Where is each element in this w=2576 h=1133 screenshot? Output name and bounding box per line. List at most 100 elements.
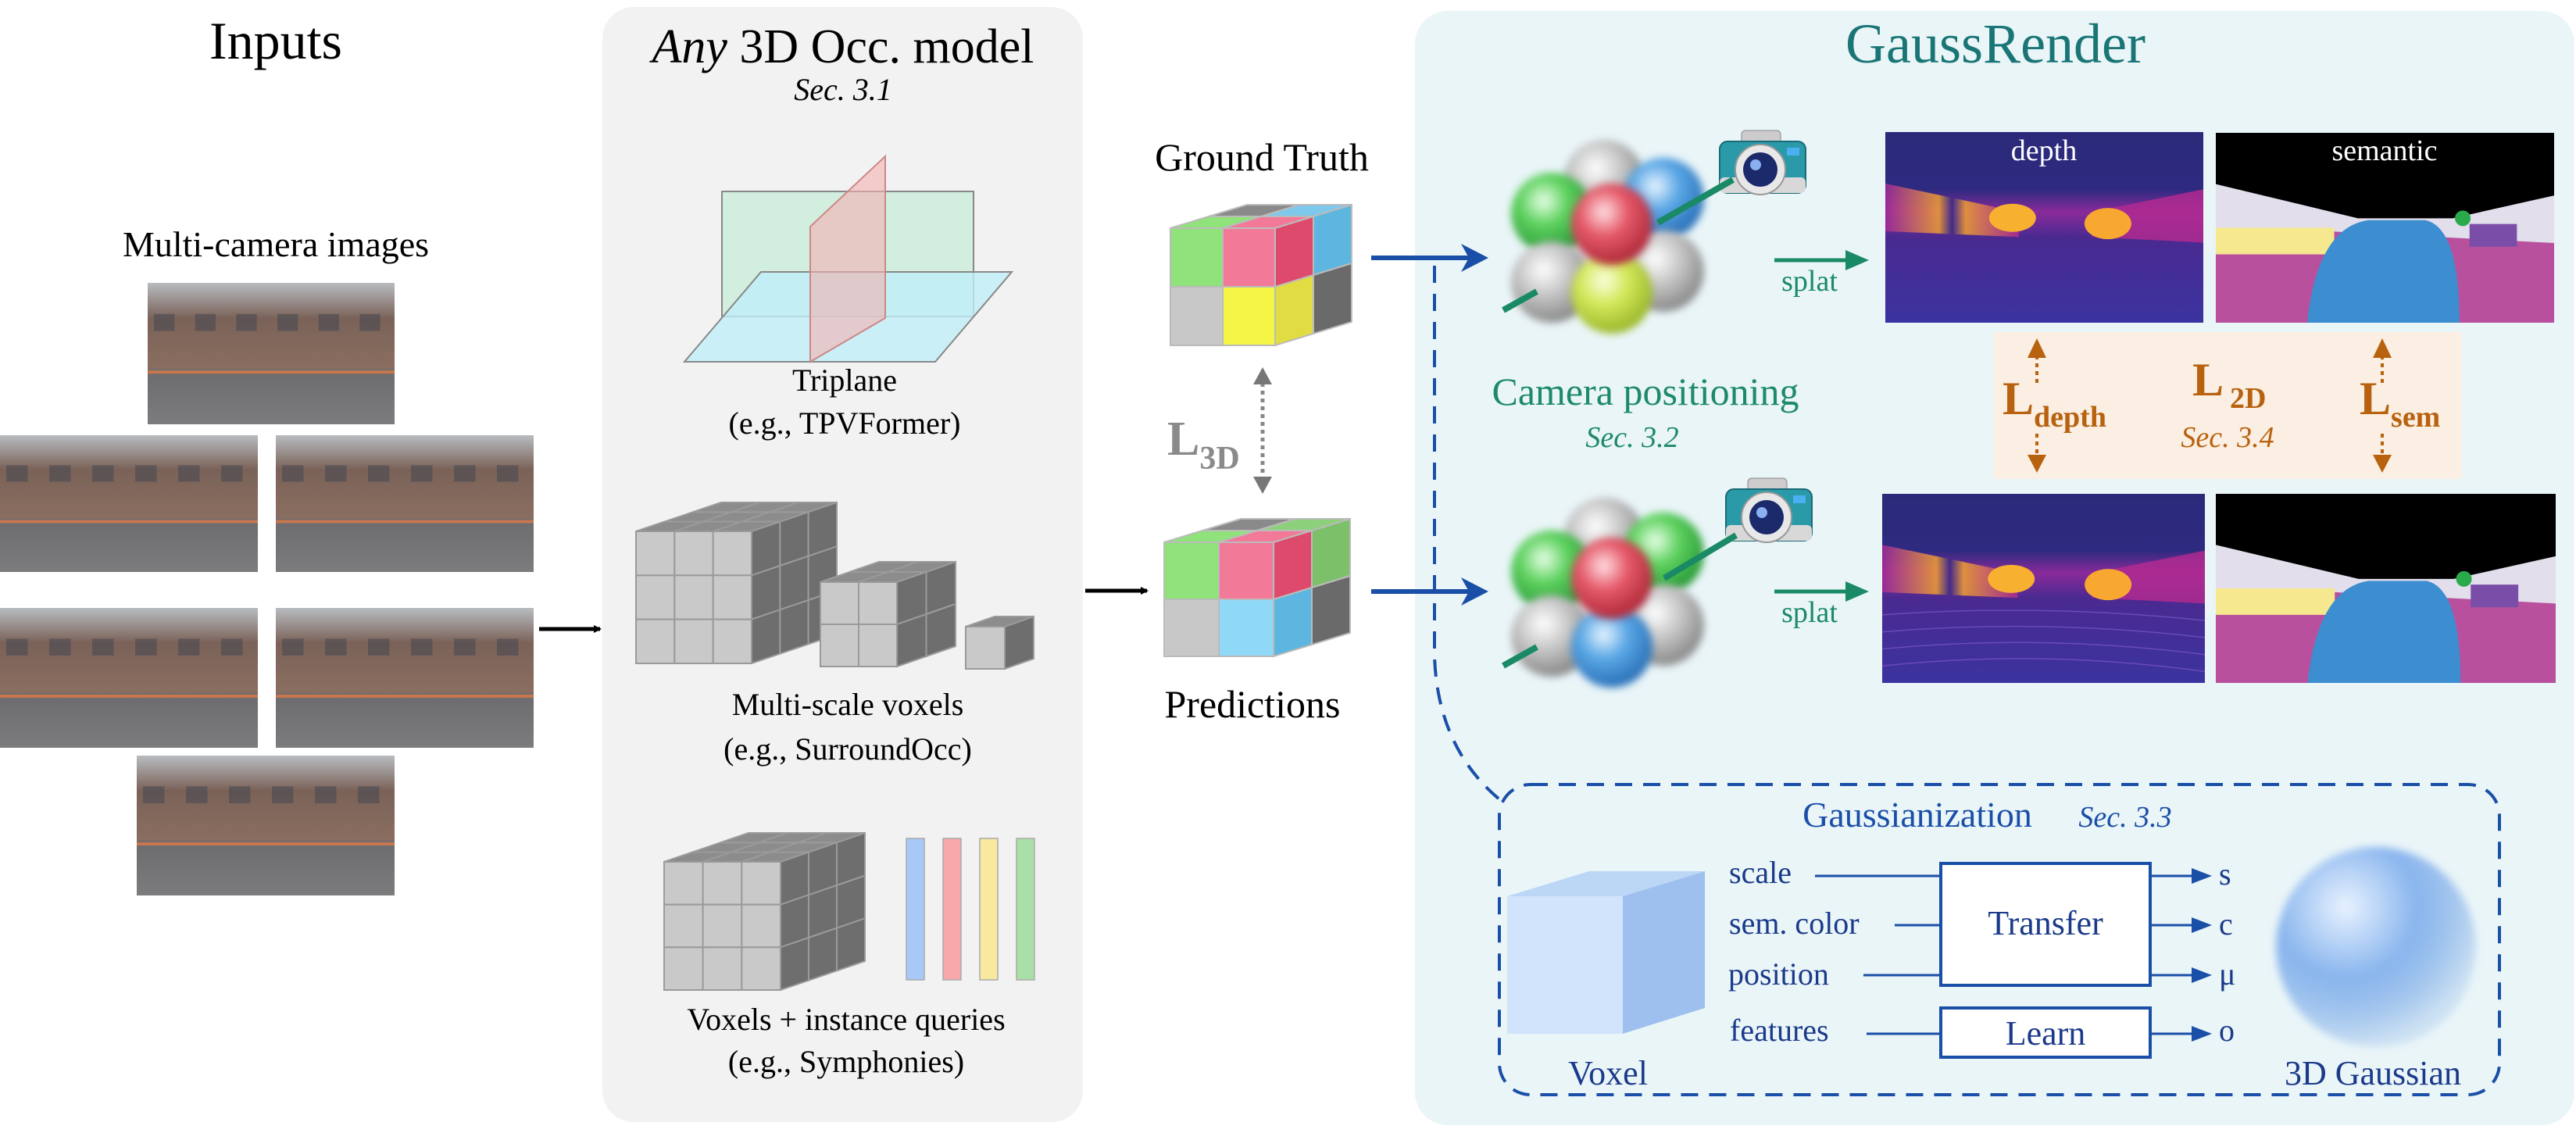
gaussian-sphere-green <box>1511 173 1592 254</box>
multiscale-label: Multi-scale voxels <box>732 687 964 722</box>
cube-front-cell <box>712 531 753 577</box>
gaussian-sphere-red <box>1571 538 1652 619</box>
cube-front-cell <box>663 946 704 992</box>
cube-front-cell <box>635 618 676 665</box>
splat-arrow-pred: splat <box>1774 581 1869 629</box>
cube-side-cell <box>808 927 838 982</box>
splat-arrow-gt: splat <box>1774 250 1869 298</box>
learn-label: Learn <box>2006 1014 2086 1053</box>
camera-lens <box>1749 500 1784 534</box>
photo-background <box>276 608 534 748</box>
inputs-title: Inputs <box>209 11 342 70</box>
photo-window <box>411 465 433 482</box>
cube-front-cell <box>1170 227 1224 288</box>
photo-barrier <box>137 842 395 845</box>
output-arrows <box>2150 868 2212 1042</box>
occ-model-title: Any 3D Occ. model <box>649 20 1034 73</box>
predictions-cube <box>1163 517 1351 658</box>
transfer-box <box>1939 862 2152 987</box>
output-c: c <box>2219 906 2233 942</box>
cube-front-cell <box>712 574 753 620</box>
photo-window <box>154 313 175 331</box>
gaussianization-outputs: s c μ o <box>2219 856 2235 1048</box>
3d-gaussian-label: 3D Gaussian <box>2285 1054 2461 1092</box>
gaussianization-connector <box>1433 266 1505 804</box>
instance-query-bar <box>942 838 962 981</box>
photo-window <box>277 313 298 331</box>
cube-front-cell <box>1218 541 1274 600</box>
cube-side-cell <box>1274 273 1314 347</box>
cube-front-cell <box>1218 599 1274 657</box>
output-o: o <box>2219 1013 2235 1048</box>
photo-window <box>221 465 243 482</box>
photo-window <box>411 638 433 656</box>
camera-image <box>276 608 534 748</box>
occ-model-section: Sec. 3.1 <box>794 72 892 107</box>
camera-positioning-section: Sec. 3.2 <box>1585 421 1678 454</box>
camera-images <box>0 283 534 895</box>
gaussian-cluster-pred <box>1511 498 1704 688</box>
photo-window <box>135 638 157 656</box>
cube-front-cell <box>635 531 676 577</box>
camera-lines <box>1502 177 1738 669</box>
voxels-instance-queries-diagram <box>663 831 1035 992</box>
cube-front-cell <box>1222 286 1276 346</box>
depth-left-band <box>1885 183 2019 238</box>
instance-query-bar <box>979 838 999 981</box>
photo-window <box>325 638 347 656</box>
photo-barrier <box>276 694 534 698</box>
input-features: features <box>1730 1013 1829 1048</box>
cube-front-cell <box>702 903 743 949</box>
transfer-label: Transfer <box>1988 904 2103 942</box>
gaussian-sphere-gray <box>1511 595 1592 677</box>
inputs-column: Inputs Multi-camera images <box>0 11 534 895</box>
depth-label: depth <box>2011 134 2077 167</box>
ground-truth-label: Ground Truth <box>1155 135 1369 179</box>
photo-window <box>229 786 251 803</box>
splat-label: splat <box>1781 265 1838 298</box>
semantic-vegetation <box>2216 588 2335 615</box>
photo-background <box>148 283 395 424</box>
depth-near-object <box>2084 208 2131 240</box>
cube-side-cell <box>896 613 927 668</box>
photo-window <box>315 786 337 803</box>
photo-window <box>92 465 114 482</box>
gaussianization-title: Gaussianization <box>1802 795 2032 835</box>
instance-query-bar <box>906 838 925 981</box>
photo-background <box>137 756 395 895</box>
depth-contour <box>1881 642 2206 656</box>
depth-map-gt <box>1885 132 2203 323</box>
loss-2d-box: Ldepth L 2D Sec. 3.4 Lsem <box>1994 332 2462 479</box>
photo-window <box>368 638 390 656</box>
cube-front-cell <box>965 626 1006 670</box>
camera-positioning-label: Camera positioning <box>1492 370 1799 413</box>
gaussrender-panel: GaussRender splat splat Camera positioni… <box>1371 11 2574 1125</box>
photo-window <box>282 465 304 482</box>
cube-front-cell <box>858 624 898 667</box>
semantic-car <box>2306 220 2460 323</box>
cube-side-cell <box>836 917 866 972</box>
photo-window <box>178 638 200 656</box>
gaussrender-title: GaussRender <box>1845 13 2145 75</box>
multiscale-example: (e.g., SurroundOcc) <box>723 731 972 767</box>
cube-front-cell <box>741 861 781 906</box>
cube-front-cell <box>820 624 859 667</box>
cube-side-cell <box>1311 574 1351 646</box>
splat-label: splat <box>1781 596 1838 629</box>
depth-contour <box>1881 609 2206 621</box>
cube-front-cell <box>673 574 714 620</box>
voxel-cube <box>1507 871 1705 1034</box>
depth-near-object <box>2085 569 2132 601</box>
predictions-label: Predictions <box>1165 682 1341 726</box>
cube-side-cell <box>779 599 809 656</box>
triplane-label: Triplane <box>792 363 897 398</box>
photo-barrier <box>0 520 258 524</box>
photo-background <box>276 435 534 572</box>
camera-lens-glint <box>1756 507 1767 518</box>
photo-window <box>272 786 294 803</box>
cube-front-cell <box>712 618 753 665</box>
semantic-map-pred <box>2216 494 2556 683</box>
input-scale: scale <box>1729 855 1792 890</box>
camera-image <box>148 283 395 424</box>
